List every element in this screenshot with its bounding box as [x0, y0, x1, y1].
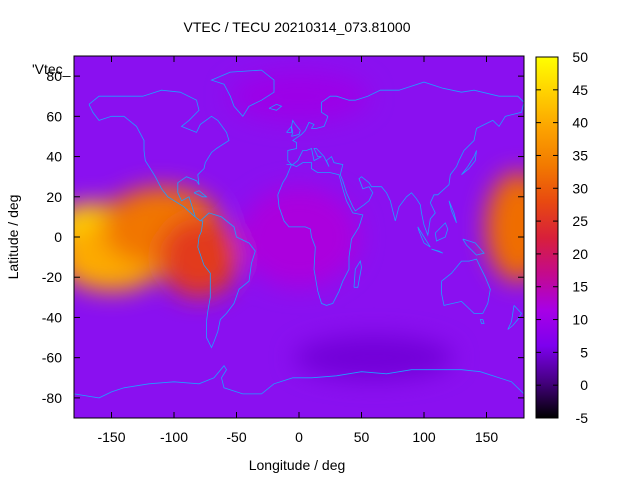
coastline-segment [353, 260, 362, 288]
y-tick-label: 40 [46, 149, 62, 165]
colorbar-tick-label: 15 [572, 279, 588, 295]
y-tick-label: 80 [46, 68, 62, 84]
coastline-segment [462, 238, 485, 256]
x-tick-label: -100 [160, 429, 188, 445]
colorbar-tick-label: 30 [572, 180, 588, 196]
coastline-segment [441, 258, 491, 314]
coastline-segment [434, 222, 449, 242]
x-axis-ticks: -150 -100 -50 0 50 100 150 [97, 56, 498, 445]
x-tick-label: 0 [295, 429, 303, 445]
colorbar-tick-label: -5 [576, 410, 589, 426]
colorbar-ticks: -5 0 5 10 15 20 25 30 35 40 45 50 [536, 49, 588, 426]
x-tick-label: 100 [412, 429, 436, 445]
coastline-segment [197, 212, 256, 349]
coastlines [74, 69, 524, 399]
heatmap-feature [294, 335, 454, 380]
coastline-segment [286, 81, 524, 237]
coastline-segment [461, 150, 477, 176]
plot-area [74, 56, 524, 418]
coastline-segment [431, 248, 443, 254]
x-tick-label: -50 [226, 429, 246, 445]
heatmap-blobs [74, 71, 524, 380]
heatmap-feature [239, 187, 359, 287]
y-axis-ticks: -80 -60 -40 -20 0 20 40 60 80 [42, 68, 524, 406]
x-tick-label: 150 [475, 429, 499, 445]
colorbar-tick-label: 5 [580, 344, 588, 360]
colorbar-tick-label: 25 [572, 213, 588, 229]
coastline-segment [88, 89, 230, 222]
coastline-segment [417, 226, 431, 248]
y-tick-label: 20 [46, 189, 62, 205]
coastline-segment [479, 319, 485, 324]
coastline-segment [210, 69, 275, 117]
colorbar-tick-label: 40 [572, 115, 588, 131]
colorbar [535, 56, 559, 419]
coastline-segment [507, 305, 522, 330]
x-axis-label: Longitude / deg [249, 457, 346, 473]
colorbar-tick-label: 45 [572, 82, 588, 98]
coastline-segment [193, 190, 208, 198]
legend-label: 'Vtec_ [32, 61, 71, 77]
coastline-segment [291, 119, 301, 137]
y-tick-label: -80 [42, 390, 62, 406]
chart-title: VTEC / TECU 20210314_073.81000 [183, 19, 410, 35]
colorbar-tick-label: 20 [572, 246, 588, 262]
y-axis-label: Latitude / deg [5, 195, 21, 280]
y-tick-label: -40 [42, 309, 62, 325]
coastline-segment [277, 162, 364, 306]
x-tick-label: -150 [97, 429, 125, 445]
colorbar-tick-label: 50 [572, 49, 588, 65]
heatmap-feature [159, 217, 239, 298]
colorbar-tick-label: 0 [580, 377, 588, 393]
y-tick-label: -20 [42, 269, 62, 285]
coastline-segment [268, 103, 283, 111]
colorbar-tick-label: 10 [572, 312, 588, 328]
colorbar-tick-label: 35 [572, 147, 588, 163]
y-tick-label: 60 [46, 108, 62, 124]
coastline-segment [286, 125, 292, 133]
y-tick-label: -60 [42, 350, 62, 366]
heatmap-feature [485, 171, 524, 282]
heatmap-feature [229, 71, 369, 122]
coastline-segment [448, 200, 457, 224]
y-tick-label: 0 [54, 229, 62, 245]
x-tick-label: 50 [354, 429, 370, 445]
coastline-segment [74, 365, 524, 399]
